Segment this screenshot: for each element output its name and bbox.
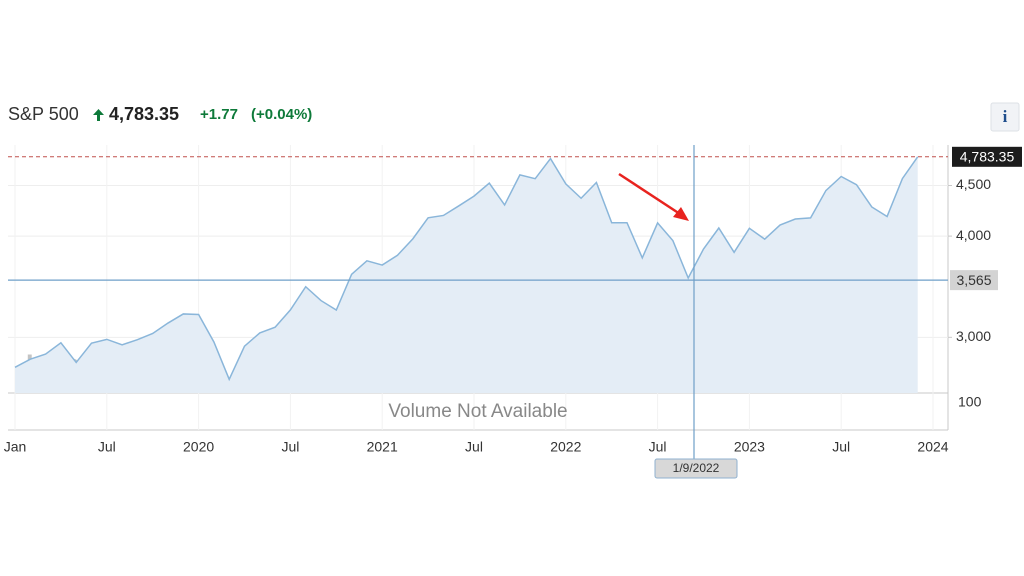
- header: S&P 500 4,783.35 +1.77 (+0.04%): [8, 104, 312, 124]
- crosshair-y-label: 3,565: [956, 272, 991, 288]
- last-price-label: 4,783.35: [960, 149, 1015, 165]
- plot-area: 3,000 4,000 4,500 100 Jan Jul 2020 Jul 2021 Jul 20…: [4, 145, 1022, 479]
- volume-message: Volume Not Available: [388, 401, 567, 422]
- annotation-arrowhead: [673, 207, 689, 221]
- crosshair-x-label: 1/9/2022: [673, 461, 720, 475]
- price-change: +1.77: [200, 106, 238, 123]
- y-tick-label: 3,000: [956, 328, 991, 344]
- x-tick-label: 2020: [183, 439, 214, 455]
- x-tick-label: 2021: [367, 439, 398, 455]
- crosshair-y-box: [950, 270, 998, 291]
- info-button[interactable]: i: [990, 102, 1020, 132]
- x-tick-label: Jan: [4, 439, 27, 455]
- y-tick-label: 4,500: [956, 176, 991, 192]
- info-button-label[interactable]: i: [1003, 107, 1008, 126]
- last-price: 4,783.35: [109, 104, 179, 124]
- x-tick-label: 2023: [734, 439, 765, 455]
- instrument-name: S&P 500: [8, 104, 79, 124]
- x-tick-label: Jul: [649, 439, 667, 455]
- crosshair-x-box: [654, 458, 738, 479]
- annotation-arrow: [618, 172, 681, 216]
- volume-tick-label: 100: [958, 394, 982, 410]
- last-price-box: [952, 146, 1022, 167]
- percent-change: (+0.04%): [251, 106, 312, 123]
- area-fill: [15, 156, 918, 393]
- x-tick-label: Jul: [98, 439, 116, 455]
- up-arrow-icon: [93, 109, 104, 121]
- info-button-box[interactable]: [990, 102, 1020, 132]
- x-tick-label: Jul: [281, 439, 299, 455]
- x-tick-label: Jul: [465, 439, 483, 455]
- x-tick-label: 2022: [550, 439, 581, 455]
- price-line: [14, 156, 919, 382]
- y-tick-label: 4,000: [956, 227, 991, 243]
- x-tick-label: Jul: [832, 439, 850, 455]
- x-tick-label: 2024: [917, 439, 948, 455]
